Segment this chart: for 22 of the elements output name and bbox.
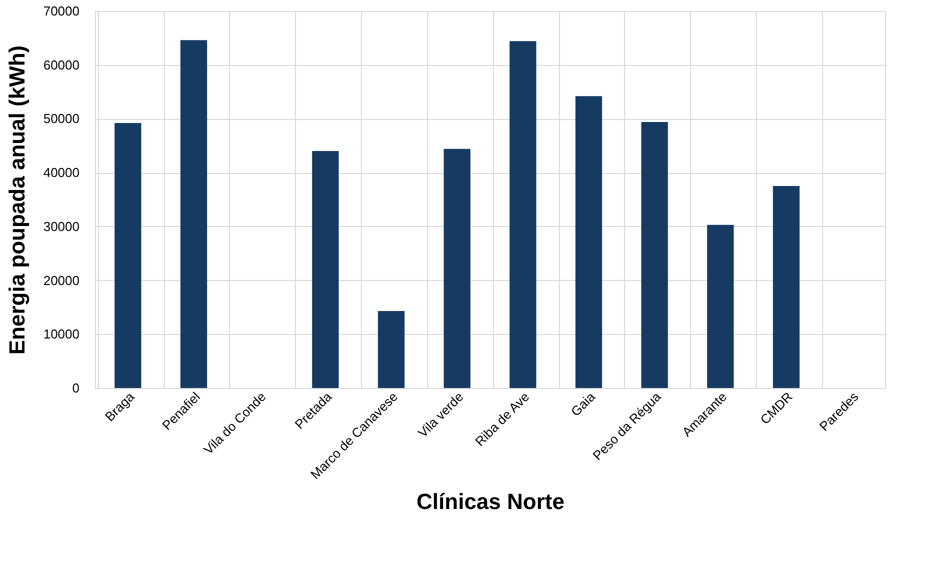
x-axis-title: Clínicas Norte [416, 488, 564, 514]
y-tick-label: 70000 [43, 4, 80, 18]
y-axis-title: Energia poupada anual (kWh) [4, 45, 30, 355]
bar [510, 41, 536, 388]
y-tick-label: 50000 [43, 111, 80, 126]
x-tick-label: Riba de Ave [472, 389, 532, 450]
bar [641, 122, 668, 388]
y-tick-label: 60000 [43, 57, 80, 72]
bar [444, 148, 470, 388]
y-tick-label: 0 [72, 380, 80, 396]
y-tick-label: 30000 [43, 218, 80, 234]
x-tick-label: Gaia [568, 388, 598, 420]
y-tick-label: 20000 [43, 272, 80, 288]
bar [707, 224, 734, 388]
bar [378, 310, 405, 388]
y-tick-label: 40000 [43, 165, 80, 180]
y-tick-label: 10000 [43, 326, 80, 342]
bar [114, 123, 142, 388]
bar [312, 151, 339, 388]
bar [180, 40, 208, 388]
bar [575, 96, 602, 388]
bar [772, 186, 800, 388]
